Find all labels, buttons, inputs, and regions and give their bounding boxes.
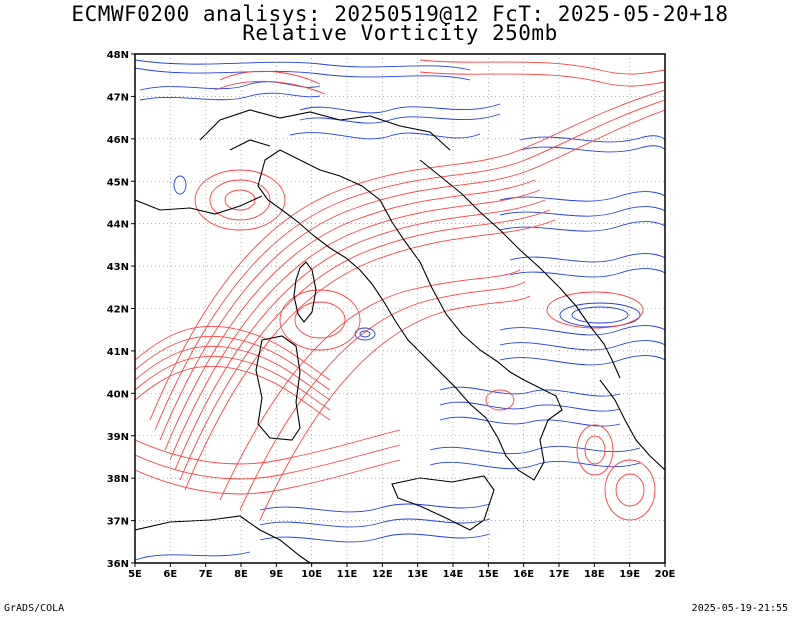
- lat-lon-grid: [135, 54, 665, 563]
- lon-tick-label: 12E: [372, 569, 393, 580]
- lat-tick-label: 37N: [107, 517, 129, 528]
- lon-tick-label: 18E: [584, 569, 605, 580]
- lat-tick-label: 39N: [107, 432, 129, 443]
- lat-tick-label: 46N: [107, 135, 129, 146]
- lat-tick-label: 47N: [107, 92, 129, 103]
- lon-tick-label: 13E: [407, 569, 428, 580]
- lat-tick-label: 41N: [107, 347, 129, 358]
- lon-tick-label: 14E: [443, 569, 464, 580]
- lat-tick-label: 42N: [107, 305, 129, 316]
- map-subtitle: Relative Vorticity 250mb: [242, 21, 558, 45]
- lon-tick-label: 20E: [655, 569, 676, 580]
- lat-tick-label: 43N: [107, 262, 129, 273]
- lat-tick-label: 45N: [107, 177, 129, 188]
- lon-tick-label: 8E: [234, 569, 248, 580]
- lat-tick-label: 40N: [107, 389, 129, 400]
- lat-tick-label: 38N: [107, 474, 129, 485]
- footer-timestamp: 2025-05-19-21:55: [691, 603, 788, 614]
- lon-tick-label: 5E: [128, 569, 142, 580]
- lon-tick-label: 10E: [301, 569, 322, 580]
- lon-tick-label: 7E: [199, 569, 213, 580]
- lon-tick-label: 6E: [163, 569, 177, 580]
- coastlines: [135, 109, 665, 563]
- lon-tick-label: 19E: [619, 569, 640, 580]
- lon-tick-label: 15E: [478, 569, 499, 580]
- latitude-axis: 36N 37N 38N 39N 40N 41N 42N 43N 44N 45N 46N 47N 48N: [107, 50, 135, 570]
- footer-credit: GrADS/COLA: [4, 603, 65, 614]
- lon-tick-label: 9E: [269, 569, 283, 580]
- lat-tick-label: 36N: [107, 559, 129, 570]
- lon-tick-label: 11E: [337, 569, 358, 580]
- lat-tick-label: 48N: [107, 50, 129, 61]
- longitude-axis: 5E 6E 7E 8E 9E 10E 11E 12E 13E 14E 15E 16E 17E 18E 19E…: [128, 563, 676, 580]
- lon-tick-label: 16E: [513, 569, 534, 580]
- lat-tick-label: 44N: [107, 220, 129, 231]
- map-title: ECMWF0200 analisys: 20250519@12 FcT: 202…: [71, 2, 729, 26]
- positive-vorticity-contours: [135, 59, 665, 521]
- lon-tick-label: 17E: [549, 569, 570, 580]
